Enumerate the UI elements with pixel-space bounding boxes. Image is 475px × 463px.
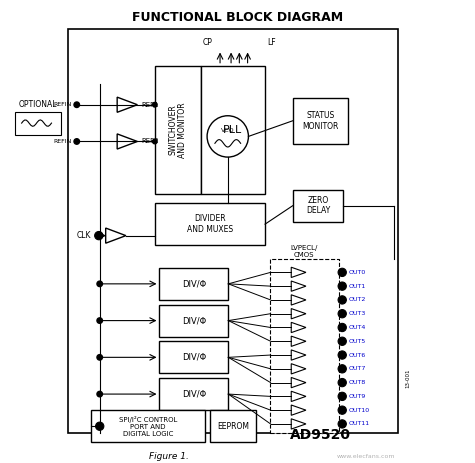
FancyBboxPatch shape — [155, 203, 265, 245]
Circle shape — [338, 420, 346, 428]
Text: OUT9: OUT9 — [349, 394, 366, 399]
Circle shape — [95, 422, 104, 431]
Text: OUT7: OUT7 — [349, 366, 366, 371]
FancyBboxPatch shape — [201, 66, 265, 194]
Text: OUT10: OUT10 — [349, 407, 370, 413]
Text: OUT2: OUT2 — [349, 297, 366, 302]
Text: LVPECL/
CMOS: LVPECL/ CMOS — [290, 245, 318, 258]
Text: REF1: REF1 — [141, 102, 159, 108]
Circle shape — [95, 232, 103, 240]
Text: OUT4: OUT4 — [349, 325, 366, 330]
Polygon shape — [291, 419, 306, 429]
Circle shape — [338, 268, 346, 276]
Circle shape — [207, 116, 248, 157]
Text: FUNCTIONAL BLOCK DIAGRAM: FUNCTIONAL BLOCK DIAGRAM — [132, 11, 343, 24]
Circle shape — [338, 406, 346, 414]
Text: LF: LF — [267, 38, 276, 47]
FancyBboxPatch shape — [160, 268, 228, 300]
Text: DIV/Φ: DIV/Φ — [182, 353, 206, 362]
FancyBboxPatch shape — [91, 410, 205, 442]
Text: OUT11: OUT11 — [349, 421, 370, 426]
Text: OUT0: OUT0 — [349, 270, 366, 275]
Polygon shape — [291, 308, 306, 319]
FancyBboxPatch shape — [160, 305, 228, 337]
Text: EEPROM: EEPROM — [217, 422, 249, 431]
Text: DIVIDER
AND MUXES: DIVIDER AND MUXES — [187, 214, 233, 234]
Circle shape — [74, 139, 79, 144]
Text: OUT5: OUT5 — [349, 339, 366, 344]
Text: OUT6: OUT6 — [349, 352, 366, 357]
FancyBboxPatch shape — [270, 259, 339, 433]
Circle shape — [97, 233, 103, 238]
Text: ZERO
DELAY: ZERO DELAY — [306, 196, 330, 215]
Text: STATUS
MONITOR: STATUS MONITOR — [302, 111, 338, 131]
FancyBboxPatch shape — [293, 98, 348, 144]
Text: OUT3: OUT3 — [349, 311, 366, 316]
Text: PLL: PLL — [223, 125, 243, 135]
FancyBboxPatch shape — [293, 190, 343, 222]
FancyBboxPatch shape — [160, 341, 228, 374]
FancyBboxPatch shape — [15, 112, 61, 135]
Text: DIV/Φ: DIV/Φ — [182, 316, 206, 325]
Circle shape — [97, 391, 103, 397]
Polygon shape — [291, 363, 306, 374]
Polygon shape — [117, 134, 137, 149]
Polygon shape — [291, 281, 306, 291]
Text: CLK: CLK — [76, 231, 91, 240]
Circle shape — [338, 323, 346, 332]
Circle shape — [74, 102, 79, 107]
Text: SWITCHOVER
AND MONITOR: SWITCHOVER AND MONITOR — [168, 102, 188, 158]
Polygon shape — [105, 228, 126, 243]
Text: DIV/Φ: DIV/Φ — [182, 279, 206, 288]
Polygon shape — [117, 97, 137, 113]
Polygon shape — [291, 405, 306, 415]
Text: REFIN: REFIN — [54, 139, 72, 144]
Text: 13-001: 13-001 — [405, 368, 410, 388]
Circle shape — [152, 102, 157, 107]
Text: REF2: REF2 — [141, 138, 159, 144]
Circle shape — [97, 281, 103, 287]
FancyBboxPatch shape — [155, 66, 201, 194]
Text: OUT8: OUT8 — [349, 380, 366, 385]
Text: Figure 1.: Figure 1. — [149, 451, 189, 461]
Circle shape — [338, 351, 346, 359]
Text: DIV/Φ: DIV/Φ — [182, 389, 206, 399]
Polygon shape — [291, 377, 306, 388]
Circle shape — [152, 139, 157, 144]
Polygon shape — [291, 350, 306, 360]
Text: SPI/I²C CONTROL
PORT AND
DIGITAL LOGIC: SPI/I²C CONTROL PORT AND DIGITAL LOGIC — [119, 416, 177, 437]
Text: OUT1: OUT1 — [349, 284, 366, 288]
Polygon shape — [291, 322, 306, 332]
Text: www.elecfans.com: www.elecfans.com — [337, 454, 395, 458]
Polygon shape — [291, 336, 306, 346]
Text: OPTIONAL: OPTIONAL — [19, 100, 57, 109]
Text: REFIN: REFIN — [54, 102, 72, 107]
Circle shape — [338, 296, 346, 304]
Circle shape — [338, 365, 346, 373]
Circle shape — [338, 310, 346, 318]
Circle shape — [338, 337, 346, 345]
Polygon shape — [291, 295, 306, 305]
FancyBboxPatch shape — [160, 378, 228, 410]
FancyBboxPatch shape — [210, 410, 256, 442]
Text: CP: CP — [203, 38, 213, 47]
Text: AD9520: AD9520 — [290, 428, 351, 443]
Circle shape — [97, 318, 103, 323]
Circle shape — [338, 378, 346, 387]
Circle shape — [97, 355, 103, 360]
Polygon shape — [291, 391, 306, 401]
Text: VCO: VCO — [221, 128, 235, 133]
Circle shape — [338, 392, 346, 400]
FancyBboxPatch shape — [67, 29, 398, 433]
Circle shape — [338, 282, 346, 290]
Polygon shape — [291, 267, 306, 277]
